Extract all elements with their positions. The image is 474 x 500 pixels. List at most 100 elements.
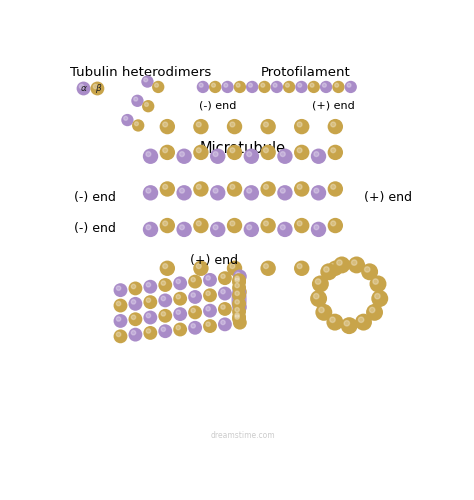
- Circle shape: [261, 84, 265, 87]
- Circle shape: [180, 188, 184, 193]
- Circle shape: [158, 278, 172, 292]
- Circle shape: [331, 184, 336, 190]
- Circle shape: [246, 81, 258, 93]
- Circle shape: [196, 184, 201, 190]
- Circle shape: [312, 276, 329, 292]
- Circle shape: [235, 278, 239, 282]
- Circle shape: [203, 319, 217, 333]
- Circle shape: [191, 308, 195, 312]
- Circle shape: [283, 81, 295, 93]
- Circle shape: [155, 84, 158, 87]
- Circle shape: [297, 221, 302, 226]
- Circle shape: [264, 264, 268, 268]
- Circle shape: [328, 119, 343, 134]
- Circle shape: [280, 152, 285, 156]
- Circle shape: [160, 144, 175, 160]
- Circle shape: [218, 318, 232, 332]
- Circle shape: [206, 322, 210, 326]
- Circle shape: [227, 119, 242, 134]
- Circle shape: [203, 288, 217, 302]
- Circle shape: [297, 122, 302, 127]
- Circle shape: [280, 188, 285, 193]
- Circle shape: [144, 326, 157, 340]
- Circle shape: [160, 119, 175, 134]
- Circle shape: [227, 218, 242, 233]
- Circle shape: [146, 188, 151, 193]
- Circle shape: [114, 330, 128, 344]
- Circle shape: [297, 184, 302, 190]
- Circle shape: [320, 81, 332, 93]
- Circle shape: [260, 119, 276, 134]
- Circle shape: [260, 218, 276, 233]
- Circle shape: [310, 84, 314, 87]
- Circle shape: [230, 148, 235, 152]
- Circle shape: [203, 304, 217, 318]
- Circle shape: [315, 279, 321, 284]
- Text: (-) end: (-) end: [74, 190, 116, 203]
- Circle shape: [319, 308, 324, 312]
- Circle shape: [230, 264, 235, 268]
- Circle shape: [230, 221, 235, 226]
- Circle shape: [331, 122, 336, 127]
- Circle shape: [176, 185, 192, 200]
- Circle shape: [260, 182, 276, 196]
- Circle shape: [116, 302, 121, 306]
- Circle shape: [144, 280, 157, 293]
- Circle shape: [144, 295, 157, 309]
- Circle shape: [232, 312, 246, 326]
- Circle shape: [206, 276, 210, 280]
- Text: dreamstime.com: dreamstime.com: [210, 432, 275, 440]
- Circle shape: [146, 314, 151, 318]
- Text: β: β: [94, 84, 100, 93]
- Circle shape: [114, 314, 128, 328]
- Circle shape: [232, 273, 246, 287]
- Circle shape: [145, 102, 148, 106]
- Circle shape: [158, 294, 172, 308]
- Circle shape: [348, 256, 365, 274]
- Circle shape: [193, 260, 209, 276]
- Text: α: α: [81, 84, 86, 93]
- Circle shape: [227, 144, 242, 160]
- Circle shape: [311, 185, 326, 200]
- Circle shape: [196, 122, 201, 127]
- Circle shape: [193, 119, 209, 134]
- Circle shape: [213, 188, 218, 193]
- Circle shape: [328, 260, 343, 276]
- Circle shape: [236, 303, 240, 308]
- Circle shape: [210, 148, 226, 164]
- Circle shape: [297, 148, 302, 152]
- Circle shape: [311, 148, 326, 164]
- Circle shape: [246, 188, 252, 193]
- Circle shape: [193, 218, 209, 233]
- Circle shape: [333, 256, 350, 274]
- Circle shape: [121, 114, 134, 126]
- Circle shape: [345, 81, 357, 93]
- Circle shape: [173, 307, 187, 321]
- Circle shape: [335, 84, 338, 87]
- Circle shape: [246, 225, 252, 230]
- Circle shape: [331, 148, 336, 152]
- Circle shape: [233, 285, 247, 299]
- Circle shape: [232, 280, 246, 294]
- Circle shape: [116, 286, 121, 290]
- Circle shape: [163, 184, 168, 190]
- Circle shape: [277, 148, 292, 164]
- Circle shape: [146, 329, 151, 333]
- Circle shape: [163, 122, 168, 127]
- Circle shape: [236, 318, 240, 323]
- Circle shape: [313, 294, 319, 299]
- Text: (-) end: (-) end: [74, 222, 116, 234]
- Circle shape: [199, 84, 203, 87]
- Circle shape: [163, 264, 168, 268]
- Circle shape: [308, 81, 320, 93]
- Circle shape: [285, 84, 289, 87]
- Circle shape: [264, 122, 268, 127]
- Circle shape: [295, 81, 308, 93]
- Circle shape: [132, 120, 145, 132]
- Circle shape: [142, 100, 155, 112]
- Circle shape: [77, 82, 91, 96]
- Circle shape: [161, 296, 165, 300]
- Circle shape: [248, 84, 253, 87]
- Circle shape: [91, 82, 104, 96]
- Circle shape: [221, 290, 225, 294]
